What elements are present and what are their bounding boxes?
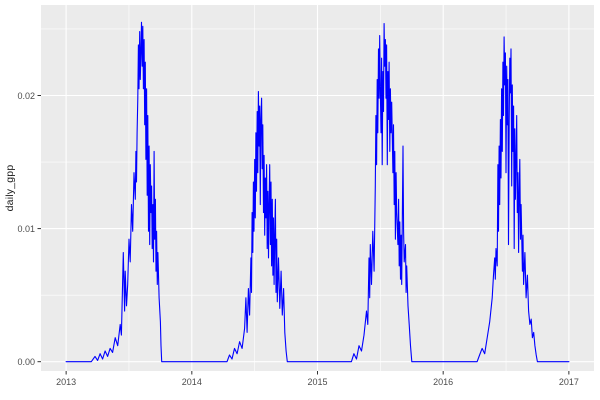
- axis-tick-marks: [37, 95, 570, 375]
- x-tick-label: 2016: [433, 377, 454, 387]
- y-tick-label: 0.01: [17, 223, 35, 234]
- x-tick-label: 2017: [558, 377, 579, 387]
- gpp-line-series: [65, 21, 570, 363]
- x-tick-label: 2013: [56, 377, 77, 387]
- x-tick-label: 2015: [307, 377, 328, 387]
- y-tick-label: 0.02: [17, 90, 35, 101]
- gridlines-major: [41, 5, 594, 371]
- y-tick-label: 0.00: [17, 356, 35, 367]
- y-axis-title: daily_gpp: [4, 164, 16, 212]
- x-tick-label: 2014: [181, 377, 202, 387]
